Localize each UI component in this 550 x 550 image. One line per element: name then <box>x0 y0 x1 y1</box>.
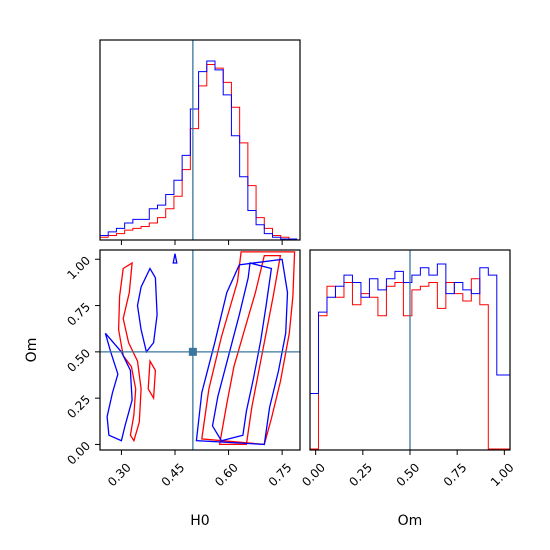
h0-histogram-series-1 <box>99 60 298 240</box>
contour-ytick-label-0: 0.00 <box>64 439 93 468</box>
h0-histogram-series-0 <box>99 64 298 240</box>
contour-series-1-level-4 <box>172 253 178 264</box>
contour-xtick-label-1: 0.45 <box>159 460 188 489</box>
h0-histogram-frame <box>99 39 301 241</box>
contour-ytick-label-3: 0.75 <box>64 300 93 329</box>
om-xtick-label-2: 0.50 <box>394 460 423 489</box>
contour-series-0-level-2 <box>117 261 142 443</box>
contour-series-1-level-0 <box>211 262 273 442</box>
h0-histogram-panel <box>99 39 301 245</box>
contour-ytick-label-4: 1.00 <box>64 253 93 282</box>
om-xtick-label-3: 0.75 <box>441 460 470 489</box>
contour-series-0-level-3 <box>147 358 157 401</box>
om-xtick-label-4: 1.00 <box>488 460 517 489</box>
contour-xlabel: H0 <box>190 513 209 529</box>
om-histogram-series-1 <box>309 263 511 449</box>
contour-xtick-label-0: 0.30 <box>105 460 134 489</box>
contour-series-1-level-3 <box>136 267 158 354</box>
contour-frame <box>99 249 301 451</box>
contour-ytick-label-1: 0.25 <box>64 392 93 421</box>
om-histogram-panel: 0.00 0.25 0.50 0.75 1.00 Om <box>299 249 517 529</box>
h0-om-contour-panel: 0.30 0.45 0.60 0.750.000.250.500.751.00 H0 … <box>24 249 301 529</box>
contour-xtick-label-2: 0.60 <box>212 460 241 489</box>
om-xtick-label-0: 0.00 <box>299 460 328 489</box>
contour-series-0-level-1 <box>201 251 296 446</box>
contour-lines <box>104 251 296 446</box>
om-histogram-xlabel: Om <box>398 513 423 529</box>
contour-ytick-label-2: 0.50 <box>64 346 93 375</box>
contour-xtick-label-3: 0.75 <box>266 460 295 489</box>
contour-truth-marker <box>188 347 197 356</box>
contour-ylabel: Om <box>24 338 40 363</box>
contour-series-0-level-0 <box>218 254 282 446</box>
contour-series-1-level-2 <box>104 332 133 442</box>
om-xtick-label-1: 0.25 <box>346 460 375 489</box>
